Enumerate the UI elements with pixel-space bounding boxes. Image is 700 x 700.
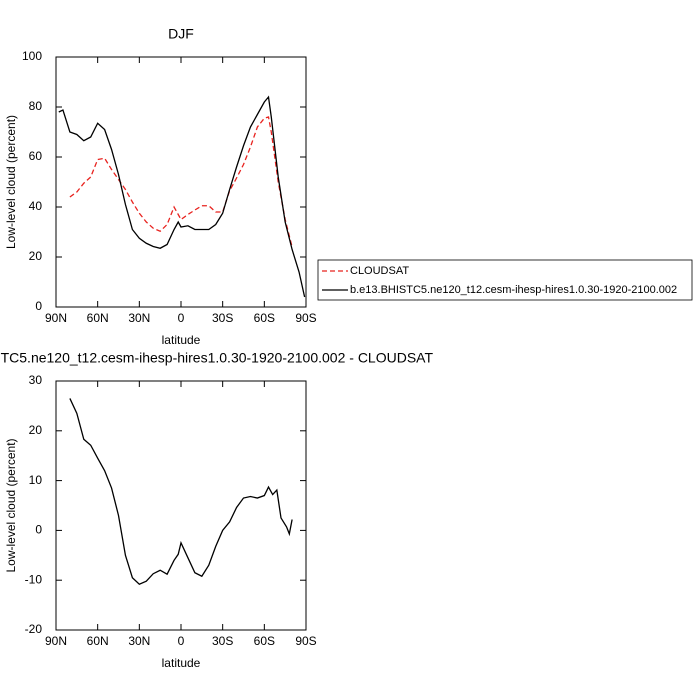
legend-label: CLOUDSAT: [350, 265, 409, 277]
y-tick-label: 60: [29, 149, 43, 163]
y-tick-label: 80: [29, 99, 43, 113]
legend-label: b.e13.BHISTC5.ne120_t12.cesm-ihesp-hires…: [350, 284, 677, 296]
x-tick-label: 90S: [295, 311, 316, 325]
chart-title: DJF: [168, 26, 194, 42]
x-tick-label: 0: [178, 634, 185, 648]
x-tick-label: 60S: [254, 311, 275, 325]
y-tick-label: 20: [29, 423, 43, 437]
x-tick-label: 90S: [295, 634, 316, 648]
legend-box: [317, 259, 693, 301]
data-line: [69, 398, 293, 585]
y-tick-label: 10: [29, 473, 43, 487]
chart-title: b.e13.BHISTC5.ne120_t12.cesm-ihesp-hires…: [0, 350, 433, 366]
x-axis-label: latitude: [162, 333, 201, 347]
y-tick-label: 20: [29, 249, 43, 263]
x-tick-label: 0: [178, 311, 185, 325]
x-axis-label: latitude: [162, 656, 201, 670]
y-axis-label: Low-level cloud (percent): [4, 438, 18, 572]
x-tick-label: 60N: [87, 634, 109, 648]
x-tick-label: 30S: [212, 311, 233, 325]
y-tick-label: -10: [25, 572, 43, 586]
plot-frame: [55, 380, 307, 631]
y-tick-label: 0: [35, 523, 42, 537]
x-tick-label: 90N: [45, 634, 67, 648]
x-tick-label: 60N: [87, 311, 109, 325]
x-tick-label: 30S: [212, 634, 233, 648]
y-tick-label: 40: [29, 199, 43, 213]
data-line: [58, 95, 306, 298]
y-axis-label: Low-level cloud (percent): [4, 115, 18, 249]
y-tick-label: 100: [22, 49, 42, 63]
y-tick-label: 0: [35, 299, 42, 313]
x-tick-label: 30N: [128, 634, 150, 648]
y-tick-label: -20: [25, 622, 43, 636]
x-tick-label: 90N: [45, 311, 67, 325]
y-tick-label: 30: [29, 373, 43, 387]
plot-frame: [55, 56, 307, 308]
x-tick-label: 60S: [254, 634, 275, 648]
x-tick-label: 30N: [128, 311, 150, 325]
